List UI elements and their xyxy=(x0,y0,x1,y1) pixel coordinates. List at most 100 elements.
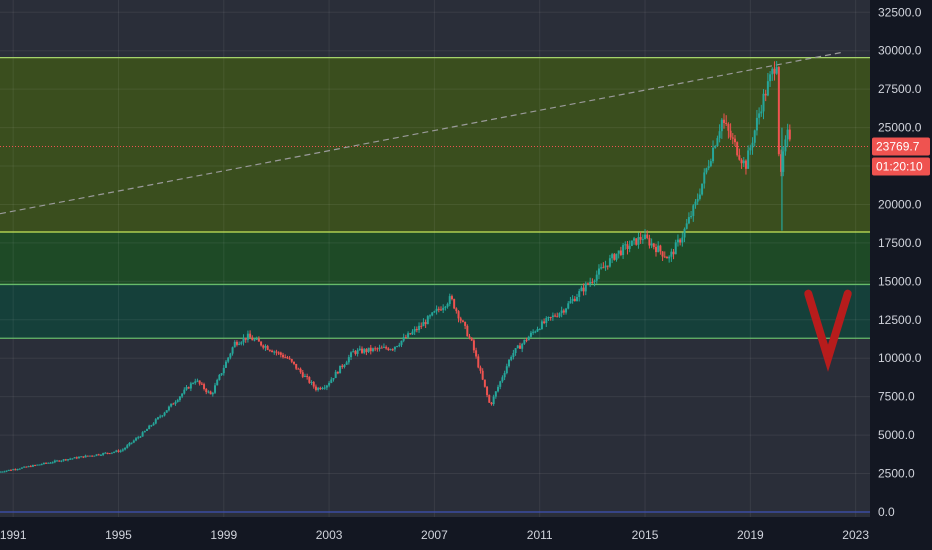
candle xyxy=(617,250,620,259)
candle xyxy=(42,462,45,465)
candle xyxy=(679,238,682,246)
candle xyxy=(295,363,298,371)
x-tick-label: 2019 xyxy=(737,528,764,542)
candle xyxy=(562,308,565,315)
y-tick-label: 17500.0 xyxy=(878,236,922,250)
candle xyxy=(707,159,710,171)
candle xyxy=(255,336,258,341)
price-axis-panel[interactable] xyxy=(870,0,932,550)
candle xyxy=(71,458,74,460)
candle xyxy=(194,378,197,385)
price-zone[interactable] xyxy=(0,231,870,285)
candle xyxy=(172,402,175,405)
candle xyxy=(56,459,59,462)
candle xyxy=(183,387,186,395)
candle xyxy=(690,210,693,219)
candle xyxy=(145,428,148,431)
candle xyxy=(0,471,1,473)
time-axis-panel[interactable] xyxy=(0,517,932,550)
candle xyxy=(442,304,445,314)
candle xyxy=(97,453,100,456)
y-tick-label: 27500.0 xyxy=(878,82,922,96)
zones-layer xyxy=(0,57,870,339)
horizontal-lines-layer xyxy=(0,56,870,513)
candle xyxy=(277,351,280,355)
candle xyxy=(714,144,717,149)
candle xyxy=(58,460,61,462)
candle xyxy=(773,61,776,81)
candle xyxy=(409,333,412,335)
candle xyxy=(115,449,118,453)
candle xyxy=(747,145,750,169)
candle xyxy=(60,460,63,463)
candle xyxy=(75,456,78,460)
candle xyxy=(466,324,469,337)
candle xyxy=(159,414,162,419)
candle xyxy=(505,363,508,375)
candle xyxy=(558,312,561,318)
candle xyxy=(3,470,6,473)
candle xyxy=(260,341,263,347)
price-zone[interactable] xyxy=(0,57,870,232)
candle xyxy=(578,288,581,302)
candle xyxy=(446,302,449,309)
candle xyxy=(554,313,557,318)
candle xyxy=(64,458,67,461)
candle xyxy=(167,405,170,412)
candle xyxy=(110,452,113,455)
candle xyxy=(508,358,511,368)
candle xyxy=(400,340,403,348)
candle xyxy=(503,370,506,381)
candle xyxy=(34,464,37,467)
candle xyxy=(156,416,159,420)
candle xyxy=(16,468,19,471)
candle xyxy=(181,393,184,399)
candle xyxy=(31,464,34,468)
candle xyxy=(161,415,164,418)
candle xyxy=(189,381,192,392)
trendline[interactable] xyxy=(0,51,843,215)
candle xyxy=(560,306,563,318)
candle xyxy=(374,346,377,352)
candle xyxy=(312,381,315,389)
candle xyxy=(404,334,407,339)
candle xyxy=(207,390,210,394)
candle xyxy=(192,382,195,385)
candle xyxy=(220,373,223,376)
candle xyxy=(547,316,550,321)
candle xyxy=(38,464,41,466)
candle xyxy=(415,326,418,333)
candle xyxy=(591,278,594,284)
candle xyxy=(470,337,473,342)
candle xyxy=(584,281,587,296)
candle xyxy=(126,443,129,449)
candle xyxy=(99,453,102,456)
candle xyxy=(62,458,65,462)
y-tick-label: 12500.0 xyxy=(878,313,922,327)
candle xyxy=(764,89,767,102)
candle xyxy=(211,391,214,397)
candle xyxy=(323,384,326,390)
candle xyxy=(758,107,761,125)
candle xyxy=(685,218,688,230)
candle xyxy=(657,241,660,253)
countdown-badge: 01:20:10 xyxy=(872,157,930,176)
candle xyxy=(165,410,168,413)
candle xyxy=(492,394,495,406)
candle xyxy=(725,115,728,127)
candle xyxy=(696,193,699,205)
v-shape-annotation[interactable] xyxy=(804,289,852,372)
candle xyxy=(40,463,43,466)
candle xyxy=(433,310,436,313)
candle xyxy=(148,424,151,430)
candle xyxy=(716,135,719,147)
candle xyxy=(777,66,780,157)
candle xyxy=(266,344,269,351)
candle xyxy=(198,380,201,386)
candle xyxy=(418,322,421,333)
candle xyxy=(683,227,686,243)
candle xyxy=(637,232,640,249)
candle xyxy=(150,424,153,427)
